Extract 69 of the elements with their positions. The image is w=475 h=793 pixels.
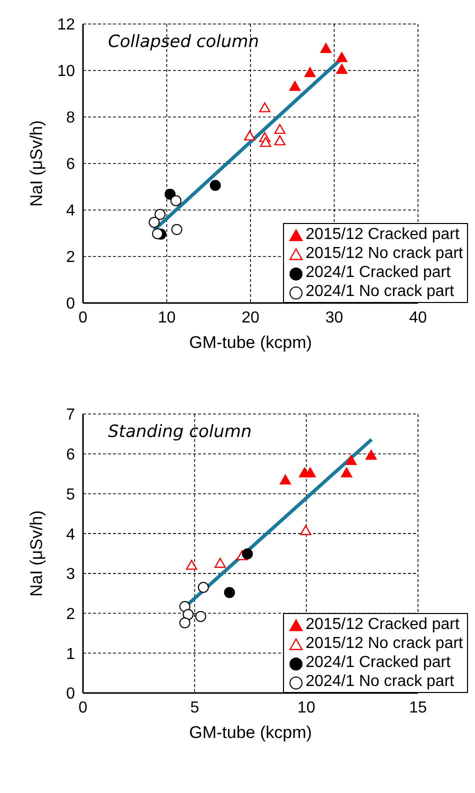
y-tick-label: 5 (66, 486, 76, 504)
x-axis-title: GM-tube (kcpm) (189, 723, 312, 742)
point (198, 582, 209, 593)
point (336, 64, 348, 74)
point (170, 195, 182, 206)
point (186, 560, 198, 570)
legend-label: 2024/1 No crack part (306, 672, 454, 691)
y-tick-label: 0 (66, 296, 76, 313)
point (171, 224, 182, 236)
point (242, 548, 253, 560)
x-tick-label: 5 (190, 699, 200, 716)
point (244, 130, 256, 140)
point (320, 43, 332, 53)
point (304, 67, 316, 78)
point (154, 208, 166, 220)
point (260, 136, 272, 147)
point (336, 52, 348, 62)
legend-label: 2024/1 No crack part (306, 282, 454, 301)
x-tick-label: 30 (325, 309, 344, 326)
x-tick-label: 15 (409, 699, 427, 716)
y-tick-label: 6 (66, 156, 76, 174)
point (210, 180, 221, 191)
point (289, 80, 300, 91)
y-tick-label: 0 (66, 686, 76, 703)
y-axis-title: NaI (μSv/h) (27, 120, 46, 207)
point (214, 558, 226, 568)
y-tick-label: 1 (66, 646, 76, 663)
point (152, 228, 164, 240)
legend-label: 2024/1 Cracked part (306, 653, 451, 672)
legend-label: 2024/1 Cracked part (306, 263, 451, 282)
point (366, 450, 377, 460)
legend-label: 2015/12 No crack part (306, 634, 463, 653)
point (300, 525, 312, 536)
point (340, 467, 352, 478)
y-tick-label: 4 (66, 526, 76, 544)
y-tick-label: 7 (66, 406, 76, 424)
text: Standing column (108, 422, 252, 442)
point (259, 102, 270, 112)
x-tick-label: 20 (242, 309, 260, 326)
y-tick-label: 10 (57, 63, 76, 80)
x-tick-label: 0 (78, 309, 88, 326)
point (280, 474, 291, 485)
y-axis-title: NaI (μSv/h) (27, 510, 46, 597)
legend-label: 2015/12 Cracked part (306, 615, 460, 634)
point (304, 467, 316, 478)
point (274, 124, 286, 134)
point (224, 587, 236, 598)
x-tick-label: 40 (409, 309, 427, 326)
point (274, 135, 286, 146)
x-tick-label: 10 (158, 309, 176, 326)
point (164, 188, 176, 200)
legend-label: 2015/12 Cracked part (306, 225, 460, 244)
point (179, 617, 190, 628)
x-tick-label: 10 (297, 699, 316, 716)
y-tick-label: 12 (57, 16, 76, 34)
x-axis-title: GM-tube (kcpm) (189, 333, 312, 352)
x-tick-label: 0 (78, 699, 88, 716)
text: Collapsed column (108, 32, 260, 52)
y-tick-label: 2 (66, 249, 76, 266)
point (345, 455, 357, 465)
y-tick-label: 8 (66, 110, 76, 127)
point (195, 610, 206, 622)
y-tick-label: 2 (66, 606, 76, 623)
point (182, 608, 194, 620)
y-tick-label: 4 (66, 202, 76, 220)
legend-label: 2015/12 No crack part (306, 244, 463, 263)
point (148, 216, 160, 228)
y-tick-label: 3 (66, 566, 76, 584)
y-tick-label: 6 (66, 446, 76, 464)
